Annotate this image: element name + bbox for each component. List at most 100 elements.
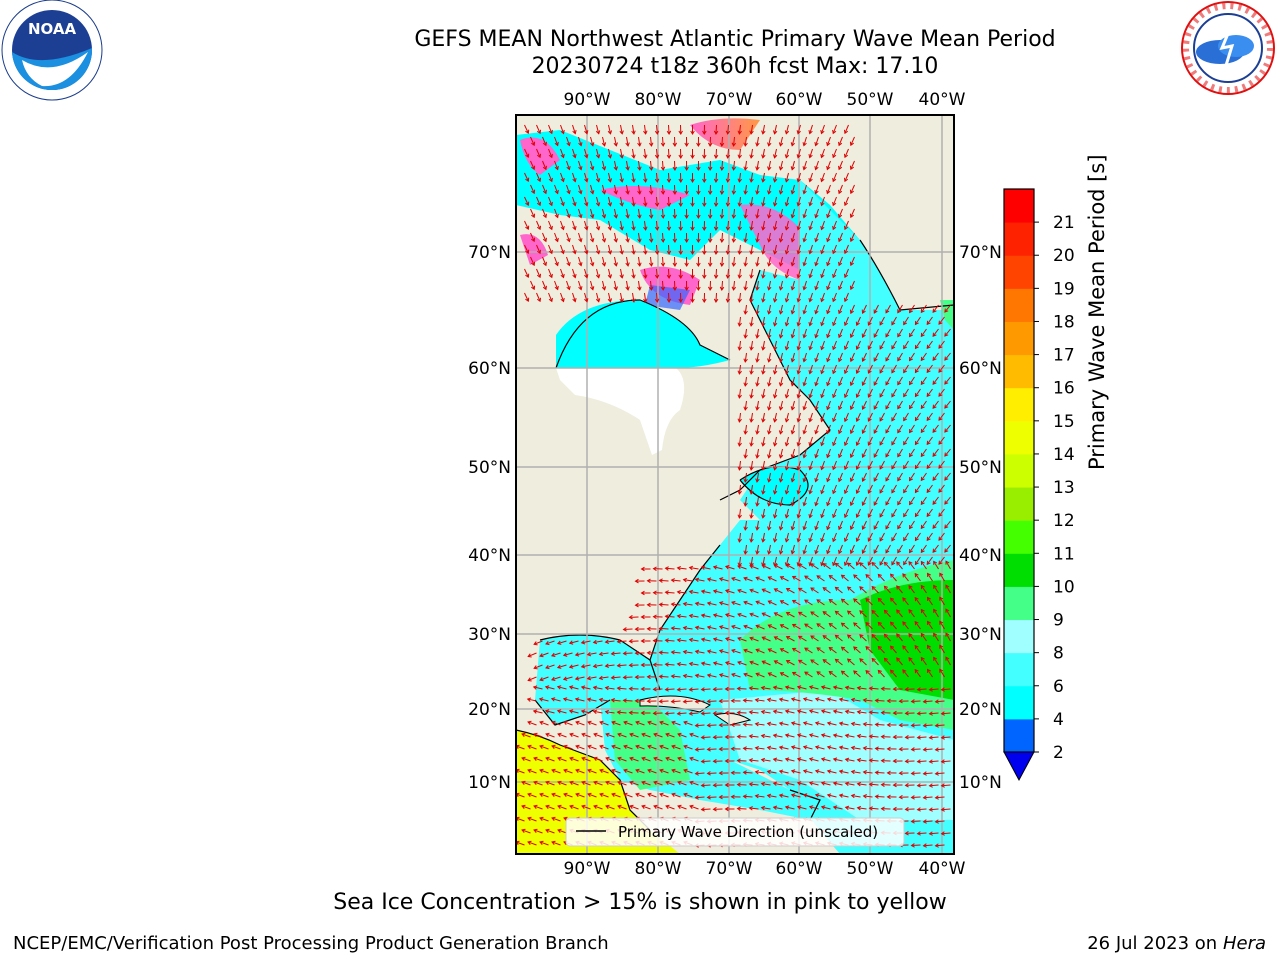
wave-arrow	[774, 196, 777, 206]
wave-arrowhead	[749, 394, 754, 399]
wave-arrow	[826, 184, 831, 194]
wave-arrowhead	[712, 661, 718, 666]
colorbar-tick-label: 2	[1053, 743, 1064, 763]
wave-arrow	[762, 172, 765, 182]
wave-arrowhead	[631, 202, 636, 207]
wave-arrowhead	[749, 636, 754, 641]
wave-arrow	[662, 232, 664, 243]
wave-arrowhead	[796, 418, 801, 423]
wave-arrowhead	[926, 572, 931, 578]
wave-arrowhead	[903, 345, 908, 350]
wave-arrow	[617, 733, 627, 738]
wave-arrow	[569, 686, 579, 690]
wave-arrow	[548, 124, 553, 134]
wave-arrow	[768, 472, 771, 482]
wave-arrowhead	[916, 783, 921, 788]
wave-arrow	[774, 564, 783, 570]
wave-arrow	[915, 388, 921, 397]
wave-arrowhead	[791, 671, 797, 676]
wave-arrow	[927, 669, 933, 678]
wave-arrowhead	[584, 202, 589, 207]
wave-arrow	[527, 769, 537, 774]
wave-arrowhead	[527, 840, 532, 845]
wave-arrowhead	[944, 428, 949, 433]
wave-arrowhead	[926, 416, 931, 422]
wave-arrow	[847, 610, 855, 618]
wave-arrowhead	[628, 639, 633, 644]
wave-arrowhead	[664, 687, 669, 692]
wave-arrowhead	[542, 141, 547, 147]
wave-arrowhead	[796, 250, 801, 255]
wave-arrowhead	[889, 645, 895, 650]
wave-arrowhead	[903, 441, 908, 446]
wave-arrowhead	[802, 454, 807, 459]
wave-arrowhead	[898, 770, 903, 776]
wave-arrow	[545, 686, 555, 690]
wave-arrow	[530, 256, 535, 266]
wave-arrow	[897, 520, 903, 529]
wave-arrow	[743, 747, 753, 750]
wave-arrowhead	[688, 711, 693, 716]
wave-arrowhead	[635, 792, 640, 797]
wave-arrow	[850, 448, 855, 458]
wave-arrowhead	[938, 464, 943, 469]
wave-arrow	[733, 280, 735, 291]
wave-arrow	[804, 647, 813, 654]
wave-arrow	[933, 585, 939, 594]
wave-arrowhead	[790, 697, 796, 702]
wave-arrow	[863, 795, 873, 798]
wave-arrowhead	[563, 720, 568, 725]
wave-arrowhead	[796, 298, 801, 303]
lat-label-left: 40°N	[468, 546, 511, 566]
wave-arrowhead	[648, 166, 654, 171]
wave-arrowhead	[820, 321, 825, 327]
wave-arrowhead	[671, 792, 676, 797]
wave-arrowhead	[731, 166, 737, 171]
wave-arrowhead	[539, 792, 544, 797]
wave-arrowhead	[778, 382, 784, 387]
wave-arrowhead	[531, 165, 536, 171]
wave-arrowhead	[844, 805, 850, 811]
wave-arrow	[867, 460, 873, 470]
wave-arrowhead	[772, 805, 778, 810]
wave-arrow	[779, 770, 789, 774]
wave-arrow	[885, 544, 891, 554]
wave-arrow	[785, 340, 789, 350]
gulf-of-mexico	[535, 635, 660, 725]
wave-arrow	[721, 280, 723, 291]
wave-arrowhead	[772, 733, 778, 738]
wave-arrow	[762, 196, 765, 206]
wave-arrowhead	[796, 442, 801, 447]
wave-arrow	[779, 520, 783, 530]
wave-arrow	[521, 829, 531, 834]
wave-arrow	[608, 172, 611, 182]
wave-arrowhead	[834, 610, 839, 615]
wave-arrowhead	[718, 649, 724, 654]
wave-arrowhead	[622, 698, 627, 703]
wave-arrowhead	[820, 417, 825, 423]
wave-arrow	[593, 805, 603, 810]
wave-arrowhead	[653, 804, 658, 809]
wave-arrowhead	[652, 638, 657, 643]
wave-arrow	[844, 172, 849, 182]
wave-arrowhead	[785, 612, 791, 616]
wave-arrowhead	[578, 142, 583, 147]
wave-arrowhead	[672, 190, 678, 195]
wave-arrow	[683, 627, 693, 630]
wave-arrow	[659, 721, 669, 726]
colorbar-under-arrow	[1003, 751, 1035, 782]
wave-arrowhead	[834, 562, 839, 567]
wave-arrowhead	[761, 178, 766, 183]
wave-arrow	[572, 244, 576, 254]
wave-arrow	[725, 565, 735, 570]
wave-arrowhead	[880, 710, 885, 715]
wave-arrowhead	[755, 334, 760, 339]
wave-arrowhead	[914, 644, 919, 650]
wave-arrowhead	[926, 392, 931, 398]
wave-arrowhead	[849, 165, 854, 171]
wave-arrow	[903, 340, 909, 349]
wave-arrowhead	[527, 792, 532, 797]
wave-arrowhead	[879, 465, 884, 470]
wave-arrowhead	[617, 756, 622, 761]
wave-arrowhead	[551, 676, 556, 682]
